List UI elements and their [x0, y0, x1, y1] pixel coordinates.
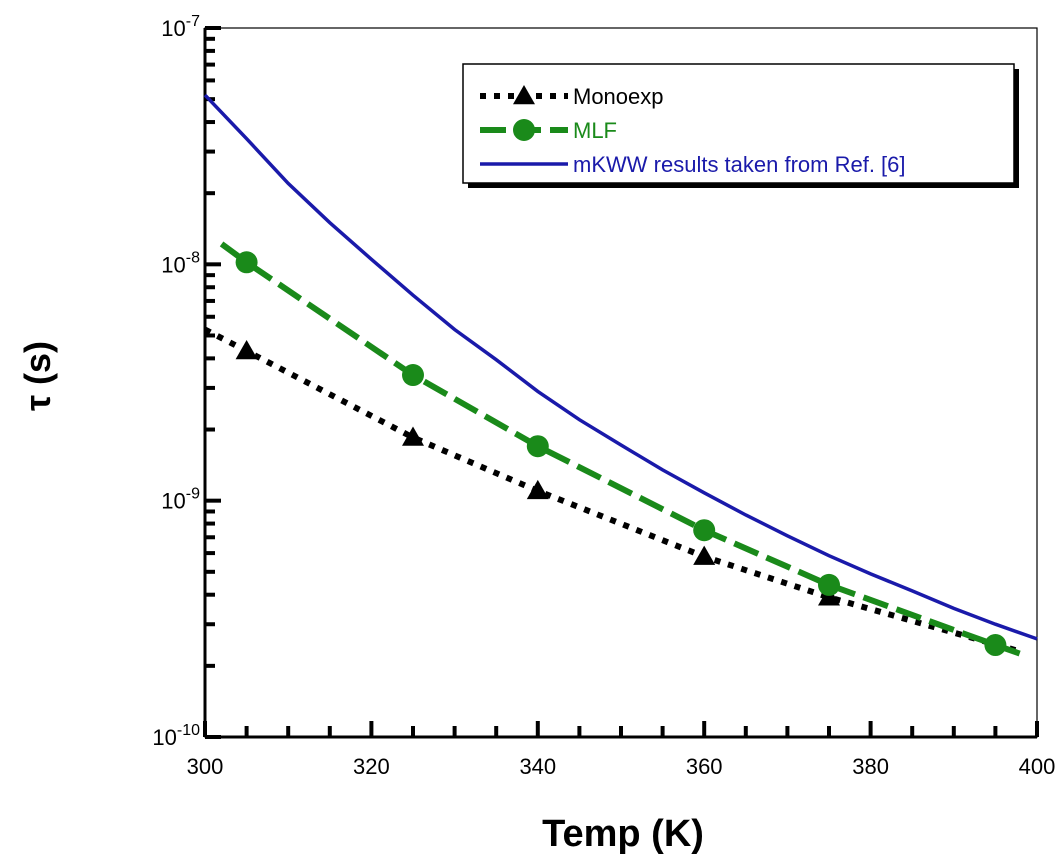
axes: 300 320 340 360 380 400 10-10 10-9 10-8 10-7 — [152, 13, 1055, 779]
legend-marker — [513, 119, 535, 141]
y-tick-label: 10-8 — [161, 249, 200, 277]
legend-marker — [513, 85, 535, 105]
x-tick-label: 320 — [353, 754, 390, 779]
y-tick-label: 10-7 — [161, 13, 200, 41]
data-point — [526, 435, 549, 458]
data-point — [693, 519, 716, 542]
series-layer — [203, 93, 1038, 657]
legend-label: mKWW results taken from Ref. [6] — [573, 152, 906, 177]
series-line — [219, 241, 1022, 657]
x-tick-label: 300 — [187, 754, 224, 779]
series-line — [203, 93, 1038, 641]
x-tick-label: 340 — [519, 754, 556, 779]
y-tick-label: 10-9 — [161, 486, 200, 514]
data-point — [235, 339, 258, 360]
data-point — [818, 586, 840, 606]
x-tick-label: 360 — [686, 754, 723, 779]
series-2 — [203, 93, 1038, 641]
data-point — [402, 364, 424, 387]
series-0 — [203, 326, 1022, 655]
data-point — [984, 634, 1007, 657]
y-tick-label: 10-10 — [152, 722, 200, 750]
data-point — [235, 251, 258, 274]
x-tick-label: 380 — [852, 754, 889, 779]
data-point — [402, 426, 424, 446]
series-1 — [219, 241, 1022, 657]
legend-label: MLF — [573, 118, 617, 143]
series-line — [203, 326, 1022, 655]
data-point — [818, 573, 840, 596]
x-axis-title: Temp (K) — [542, 813, 704, 855]
legend: Monoexp MLF mKWW results taken from Ref. [… — [462, 63, 1019, 188]
data-point — [693, 545, 716, 565]
legend-label: Monoexp — [573, 84, 664, 109]
x-tick-label: 400 — [1019, 754, 1056, 779]
data-point — [526, 479, 549, 500]
y-axis-title: τ (s) — [17, 341, 58, 411]
